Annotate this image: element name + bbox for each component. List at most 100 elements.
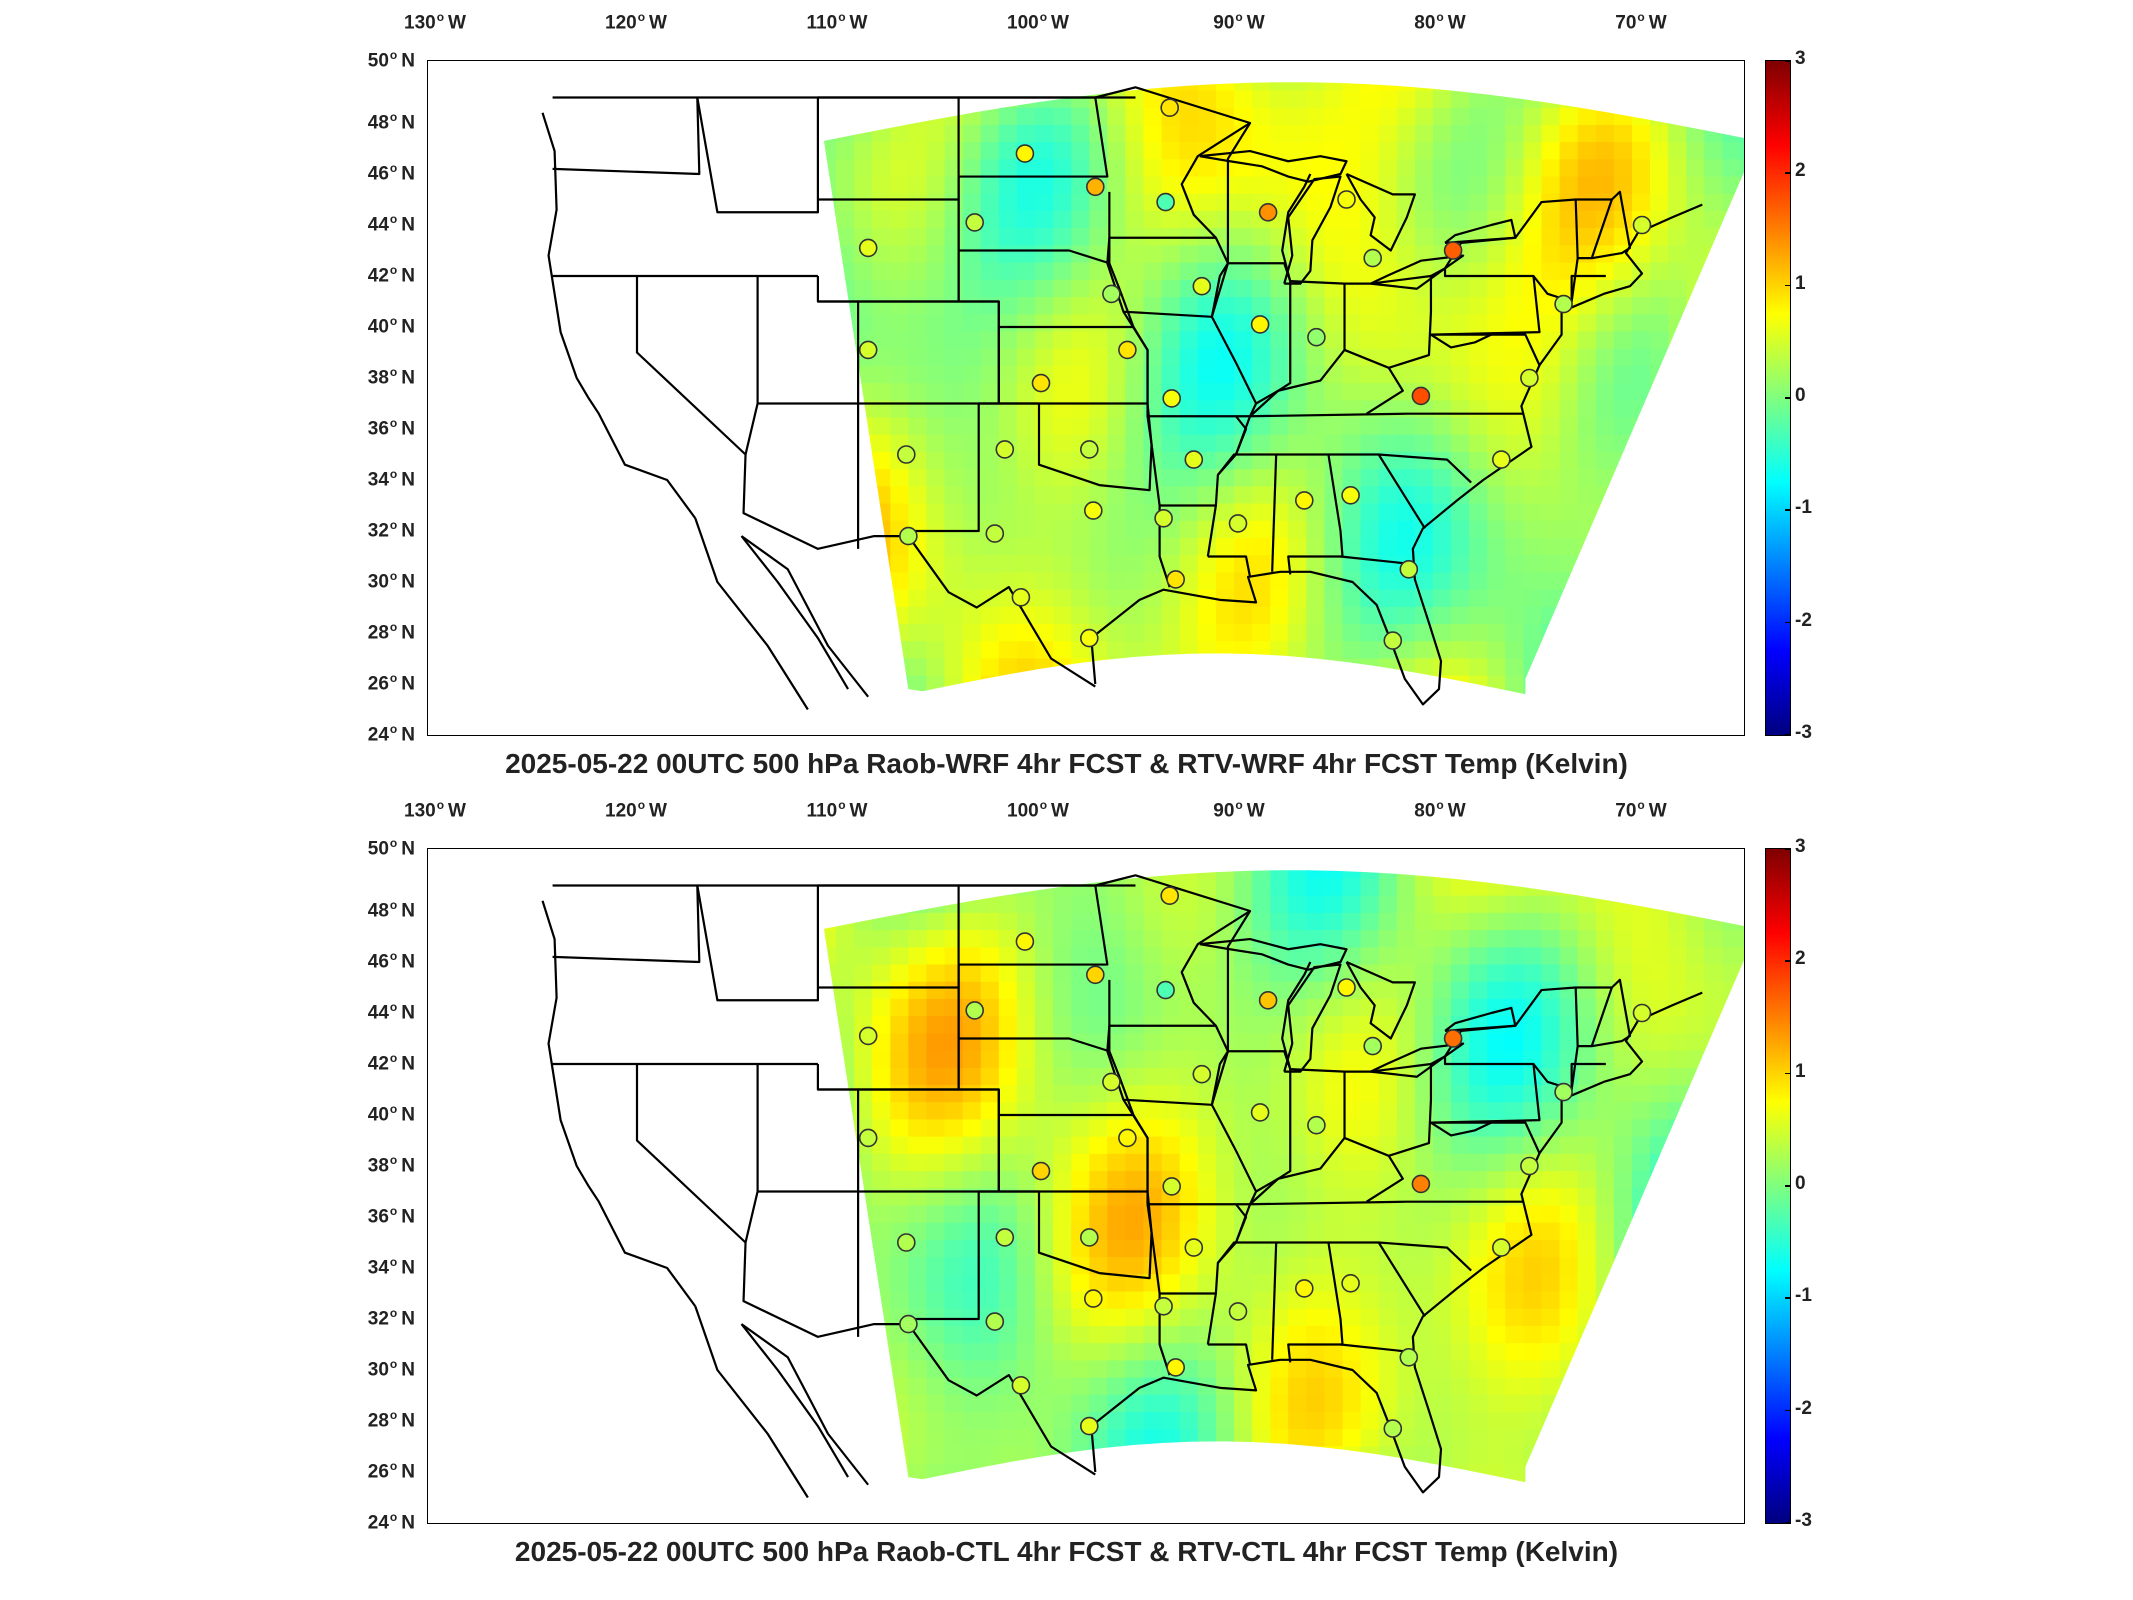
field-cell	[1433, 1394, 1452, 1412]
field-cell	[1577, 434, 1597, 452]
field-cell	[1215, 1118, 1235, 1137]
field-cell	[1035, 227, 1054, 246]
colorbar-tick-label: 0	[1795, 1173, 1806, 1194]
field-cell	[823, 175, 837, 194]
field-cell	[1306, 1067, 1325, 1085]
field-cell	[1035, 1325, 1054, 1344]
field-cell	[1577, 554, 1597, 573]
field-cell	[926, 1463, 946, 1481]
field-cell	[1396, 1015, 1416, 1034]
field-cell	[908, 416, 928, 435]
field-cell	[836, 416, 855, 435]
station-marker	[1307, 327, 1326, 347]
field-cell	[854, 89, 873, 108]
field-cell	[1197, 877, 1217, 896]
field-cell	[1740, 640, 1744, 659]
field-cell	[1541, 313, 1561, 332]
field-cell	[1487, 1204, 1506, 1223]
field-cell	[1107, 623, 1126, 642]
field-cell	[1487, 1308, 1506, 1326]
field-cell	[1686, 571, 1705, 590]
field-cell	[1342, 929, 1362, 948]
field-cell	[1668, 1463, 1687, 1481]
field-cell	[1396, 330, 1416, 349]
field-cell	[1053, 468, 1072, 487]
field-cell	[1414, 1411, 1434, 1430]
field-cell	[1125, 279, 1145, 297]
field-cell	[1342, 1032, 1362, 1051]
field-cell	[1360, 1411, 1380, 1430]
field-cell	[998, 485, 1018, 504]
field-cell	[1035, 1136, 1054, 1154]
field-cell	[1650, 537, 1669, 556]
field-cell	[836, 1067, 855, 1085]
field-cell	[1089, 1394, 1108, 1412]
field-cell	[1686, 1136, 1705, 1154]
field-cell	[944, 434, 964, 452]
state-boundary	[1217, 1241, 1278, 1360]
field-cell	[1433, 61, 1452, 73]
field-cell	[1469, 262, 1488, 280]
field-cell	[1107, 141, 1126, 160]
field-cell	[1577, 279, 1597, 297]
field-cell	[890, 1411, 909, 1430]
station-marker	[1341, 485, 1360, 505]
field-cell	[1632, 606, 1651, 624]
field-cell	[1414, 571, 1434, 590]
field-cell	[1686, 1463, 1705, 1481]
field-cell	[1107, 981, 1126, 999]
field-cell	[1469, 1222, 1488, 1240]
field-cell	[1089, 870, 1108, 879]
field-cell	[962, 623, 982, 642]
field-cell	[1197, 1170, 1217, 1189]
field-cell	[926, 537, 946, 556]
field-cell	[1270, 640, 1289, 659]
state-boundary	[1430, 333, 1492, 349]
field-cell	[1179, 485, 1199, 504]
field-cell	[998, 895, 1018, 913]
field-cell	[1234, 870, 1253, 879]
field-cell	[1704, 193, 1723, 211]
field-cell	[1215, 502, 1235, 521]
field-cell	[890, 227, 909, 246]
field-cell	[1577, 929, 1597, 948]
field-cell	[1306, 1411, 1325, 1430]
field-cell	[1523, 1222, 1543, 1240]
field-cell	[1016, 348, 1036, 366]
field-cell	[1523, 210, 1543, 229]
field-cell	[1107, 963, 1126, 982]
field-cell	[1324, 416, 1344, 435]
field-cell	[1179, 1136, 1199, 1154]
colorbar-tick-mark	[1785, 397, 1790, 399]
field-cell	[1541, 998, 1561, 1017]
field-cell	[1215, 313, 1235, 332]
field-cell	[1360, 657, 1380, 676]
field-cell	[1270, 1187, 1289, 1206]
station-marker	[1632, 1003, 1652, 1023]
field-cell	[1595, 330, 1615, 349]
field-cell	[1414, 1428, 1434, 1447]
field-cell	[908, 1342, 928, 1361]
field-cell	[1053, 1308, 1072, 1326]
field-cell	[1252, 1290, 1271, 1309]
field-cell	[836, 640, 855, 659]
field-cell	[872, 1428, 891, 1447]
field-cell	[1505, 279, 1524, 297]
field-cell	[1595, 158, 1615, 177]
field-cell	[944, 1153, 964, 1172]
field-cell	[1686, 1256, 1705, 1275]
field-cell	[1053, 998, 1072, 1017]
field-cell	[1197, 434, 1217, 452]
field-cell	[908, 107, 928, 125]
field-cell	[1632, 124, 1651, 143]
field-cell	[1089, 1359, 1108, 1378]
field-cell	[1071, 1118, 1090, 1137]
field-cell	[1107, 1101, 1126, 1120]
field-cell	[1704, 1032, 1723, 1051]
field-cell	[1541, 1394, 1561, 1412]
field-cell	[1613, 502, 1633, 521]
state-boundary	[1570, 274, 1606, 302]
longitude-label: 100o W	[1007, 798, 1069, 822]
field-cell	[890, 554, 909, 573]
field-cell	[1270, 1032, 1289, 1051]
